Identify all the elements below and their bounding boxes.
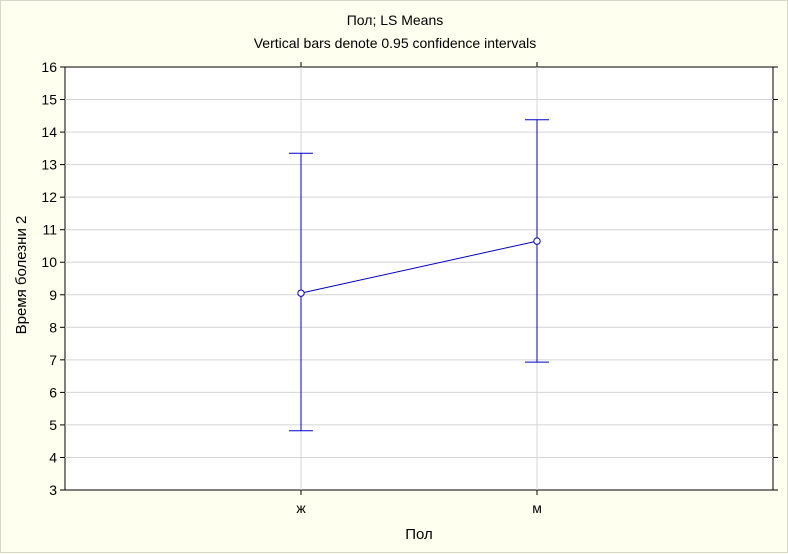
x-tick-label: ж xyxy=(296,500,306,516)
y-tick-label: 16 xyxy=(41,59,57,75)
chart-subtitle: Vertical bars denote 0.95 confidence int… xyxy=(254,35,537,51)
series-means xyxy=(289,119,549,432)
plot-area xyxy=(64,66,774,491)
mean-point xyxy=(297,289,305,297)
chart-title: Пол; LS Means xyxy=(347,12,444,28)
y-tick-label: 8 xyxy=(49,319,57,335)
y-tick-label: 3 xyxy=(49,482,57,498)
y-tick-label: 4 xyxy=(49,449,57,465)
y-tick-label: 6 xyxy=(49,384,57,400)
means-line xyxy=(300,240,538,294)
y-axis-ticks: 3 4 5 6 7 8 9 10 11 12 13 14 15 16 xyxy=(41,59,778,498)
y-axis-label: Время болезни 2 xyxy=(13,216,30,335)
x-axis-label: Пол xyxy=(405,526,433,543)
y-tick-label: 13 xyxy=(41,157,57,173)
y-tick-label: 10 xyxy=(41,254,57,270)
y-tick-label: 9 xyxy=(49,287,57,303)
y-tick-label: 12 xyxy=(41,189,57,205)
y-tick-label: 11 xyxy=(42,222,57,238)
y-tick-label: 15 xyxy=(41,92,57,108)
mean-point xyxy=(533,237,541,245)
y-tick-label: 7 xyxy=(49,352,57,368)
y-tick-label: 5 xyxy=(49,417,57,433)
y-tick-label: 14 xyxy=(41,124,57,140)
x-tick-label: м xyxy=(532,500,542,516)
